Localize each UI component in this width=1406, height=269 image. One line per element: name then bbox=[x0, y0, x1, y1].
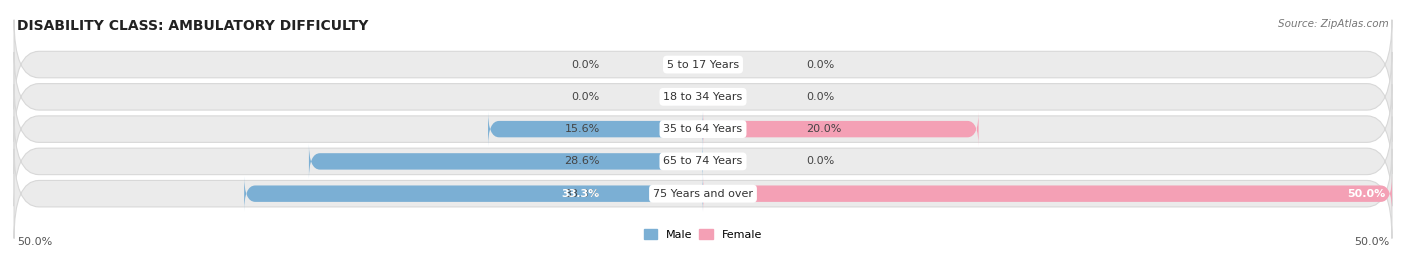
Text: 28.6%: 28.6% bbox=[564, 156, 599, 167]
FancyBboxPatch shape bbox=[488, 112, 703, 147]
Text: 20.0%: 20.0% bbox=[807, 124, 842, 134]
Text: 0.0%: 0.0% bbox=[807, 59, 835, 70]
Text: 50.0%: 50.0% bbox=[1347, 189, 1385, 199]
FancyBboxPatch shape bbox=[703, 176, 1392, 211]
Text: 0.0%: 0.0% bbox=[571, 59, 599, 70]
Text: 5 to 17 Years: 5 to 17 Years bbox=[666, 59, 740, 70]
Text: 0.0%: 0.0% bbox=[807, 92, 835, 102]
FancyBboxPatch shape bbox=[309, 144, 703, 179]
FancyBboxPatch shape bbox=[14, 116, 1392, 206]
FancyBboxPatch shape bbox=[14, 20, 1392, 109]
Text: 50.0%: 50.0% bbox=[1354, 238, 1389, 247]
Text: 15.6%: 15.6% bbox=[564, 124, 599, 134]
FancyBboxPatch shape bbox=[703, 112, 979, 147]
Legend: Male, Female: Male, Female bbox=[644, 229, 762, 240]
Text: 33.3%: 33.3% bbox=[564, 189, 599, 199]
Text: Source: ZipAtlas.com: Source: ZipAtlas.com bbox=[1278, 19, 1389, 29]
FancyBboxPatch shape bbox=[703, 153, 738, 170]
FancyBboxPatch shape bbox=[14, 149, 1392, 239]
Text: DISABILITY CLASS: AMBULATORY DIFFICULTY: DISABILITY CLASS: AMBULATORY DIFFICULTY bbox=[17, 19, 368, 33]
Text: 18 to 34 Years: 18 to 34 Years bbox=[664, 92, 742, 102]
Text: 33.3%: 33.3% bbox=[561, 189, 599, 199]
FancyBboxPatch shape bbox=[14, 52, 1392, 142]
FancyBboxPatch shape bbox=[669, 56, 703, 73]
FancyBboxPatch shape bbox=[669, 89, 703, 105]
FancyBboxPatch shape bbox=[14, 84, 1392, 174]
Text: 65 to 74 Years: 65 to 74 Years bbox=[664, 156, 742, 167]
FancyBboxPatch shape bbox=[703, 89, 738, 105]
FancyBboxPatch shape bbox=[703, 56, 738, 73]
Text: 50.0%: 50.0% bbox=[17, 238, 52, 247]
Text: 0.0%: 0.0% bbox=[807, 156, 835, 167]
FancyBboxPatch shape bbox=[245, 176, 703, 211]
Text: 35 to 64 Years: 35 to 64 Years bbox=[664, 124, 742, 134]
Text: 75 Years and over: 75 Years and over bbox=[652, 189, 754, 199]
Text: 0.0%: 0.0% bbox=[571, 92, 599, 102]
